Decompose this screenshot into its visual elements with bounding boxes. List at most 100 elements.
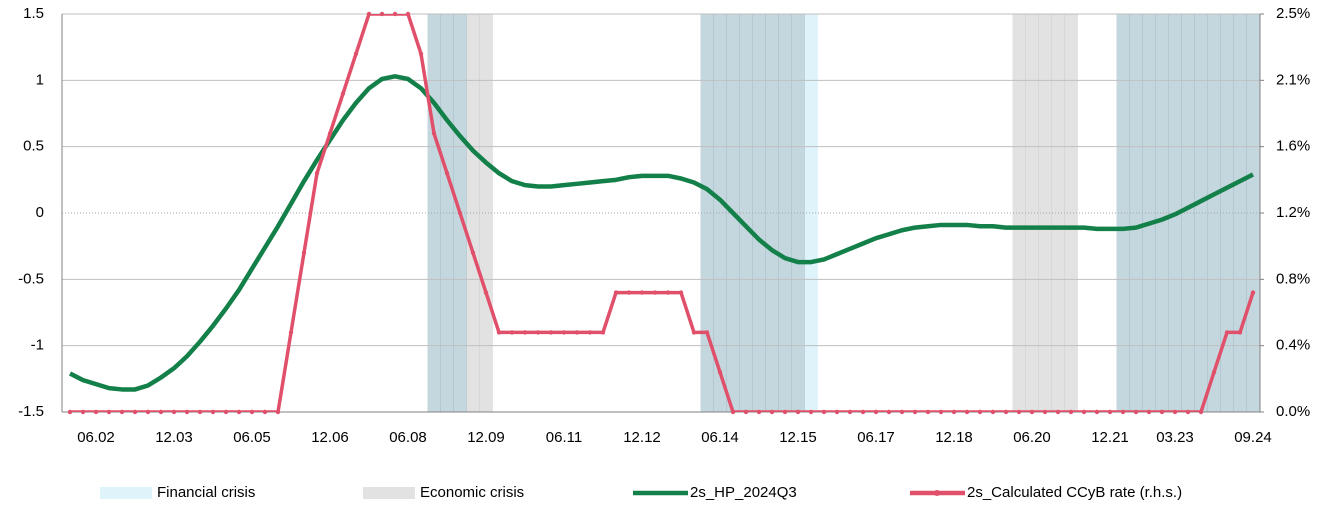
series-marker: [977, 409, 983, 415]
series-marker: [1081, 409, 1087, 415]
series-marker: [678, 290, 684, 295]
series-marker: [639, 290, 645, 295]
x-tick-label: 12.09: [467, 429, 505, 446]
x-tick-label: 06.02: [77, 429, 115, 446]
y-tick-label: 0: [36, 204, 44, 221]
series-marker: [600, 330, 606, 335]
series-marker: [665, 290, 671, 295]
crisis-band: [713, 14, 727, 412]
series-marker: [808, 409, 814, 415]
x-tick-label: 06.17: [857, 429, 895, 446]
crisis-band: [765, 14, 779, 412]
crisis-band: [752, 14, 766, 412]
series-marker: [197, 409, 203, 415]
series-marker: [886, 409, 892, 415]
series-marker: [353, 51, 359, 56]
series-marker: [743, 409, 749, 415]
legend-label: Financial crisis: [157, 484, 255, 501]
y-tick-label: 1: [36, 71, 44, 88]
series-marker: [457, 210, 463, 216]
crisis-band: [1038, 14, 1052, 412]
y-tick-label: -0.5: [18, 270, 44, 287]
series-marker: [574, 330, 580, 335]
series-marker: [717, 370, 723, 375]
series-marker: [119, 409, 125, 415]
series-marker: [548, 330, 554, 335]
crisis-band: [479, 14, 493, 412]
y2-tick-label: 0.8%: [1276, 270, 1310, 287]
series-line: [68, 74, 1255, 392]
series-marker: [899, 409, 905, 415]
series-marker: [1107, 409, 1113, 415]
series-marker: [730, 409, 736, 415]
series-marker: [535, 330, 541, 335]
series-marker: [93, 409, 99, 415]
series-marker: [366, 11, 372, 17]
legend-swatch: [100, 487, 152, 499]
crisis-band: [1194, 14, 1208, 412]
series-marker: [1224, 330, 1230, 335]
series-marker: [1094, 409, 1100, 415]
series-marker: [1146, 409, 1152, 415]
x-tick-label: 09.24: [1234, 429, 1272, 446]
x-tick-label: 06.05: [233, 429, 271, 446]
series-marker: [158, 409, 164, 415]
series-marker: [652, 290, 658, 295]
series-marker: [1198, 409, 1204, 415]
series-marker: [756, 409, 762, 415]
y-tick-label: -1.5: [18, 403, 44, 420]
x-tick-label: 12.18: [935, 429, 973, 446]
series-marker: [522, 330, 528, 335]
y2-tick-label: 2.5%: [1276, 5, 1310, 22]
series-marker: [860, 409, 866, 415]
legend-label: Economic crisis: [420, 484, 524, 501]
series-marker: [210, 409, 216, 415]
series-marker: [769, 409, 775, 415]
crisis-band: [1116, 14, 1130, 412]
series-marker: [1042, 409, 1048, 415]
legend-label: 2s_HP_2024Q3: [690, 484, 797, 501]
x-tick-label: 12.21: [1091, 429, 1129, 446]
x-tick-label: 06.08: [389, 429, 427, 446]
series-marker: [951, 409, 957, 415]
series-marker: [561, 330, 567, 335]
x-tick-label: 12.06: [311, 429, 349, 446]
y2-tick-label: 1.6%: [1276, 138, 1310, 155]
series-marker: [834, 409, 840, 415]
series-marker: [392, 11, 398, 17]
series-marker: [1120, 409, 1126, 415]
series-marker: [626, 290, 632, 295]
series-marker: [80, 409, 86, 415]
series-marker: [379, 11, 385, 17]
series-marker: [184, 409, 190, 415]
series-marker: [782, 409, 788, 415]
series-marker: [990, 409, 996, 415]
series-marker: [483, 290, 489, 295]
series-marker: [1055, 409, 1061, 415]
series-marker: [106, 409, 112, 415]
series-marker: [613, 290, 619, 295]
series-marker: [236, 409, 242, 415]
legend-swatch: [363, 487, 415, 499]
series-marker: [223, 409, 229, 415]
series-marker: [1068, 409, 1074, 415]
series-marker: [1211, 370, 1217, 375]
x-tick-label: 06.20: [1013, 429, 1051, 446]
series-marker: [821, 409, 827, 415]
series-marker: [1250, 290, 1256, 295]
series-line: [70, 14, 1255, 412]
y2-tick-label: 0.0%: [1276, 403, 1310, 420]
series-marker: [249, 409, 255, 415]
x-tick-label: 06.14: [701, 429, 739, 446]
y-tick-label: -1: [31, 337, 44, 354]
series-marker: [444, 171, 450, 176]
x-tick-label: 12.03: [155, 429, 193, 446]
series-marker: [405, 11, 411, 17]
crisis-band: [1064, 14, 1078, 412]
series-marker: [132, 409, 138, 415]
crisis-band: [1142, 14, 1156, 412]
series-marker: [1172, 409, 1178, 415]
shading-layer: [427, 14, 1260, 412]
series-marker: [795, 409, 801, 415]
